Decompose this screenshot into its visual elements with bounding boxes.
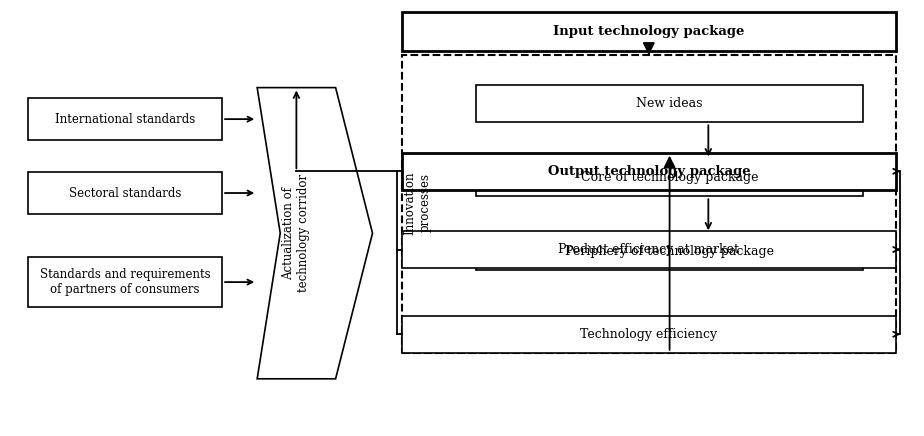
Bar <box>476 85 863 123</box>
Polygon shape <box>257 88 372 379</box>
Text: Technology efficiency: Technology efficiency <box>580 328 717 341</box>
Bar <box>402 55 895 353</box>
Bar <box>402 153 895 190</box>
Text: International standards: International standards <box>55 112 195 126</box>
Bar <box>29 99 222 140</box>
Text: Core of technology package: Core of technology package <box>581 171 759 184</box>
Text: Product efficiency at market: Product efficiency at market <box>558 243 739 256</box>
Text: Periphery of technology package: Periphery of technology package <box>565 245 774 258</box>
Bar <box>476 233 863 270</box>
Text: Output technology package: Output technology package <box>548 165 750 178</box>
Bar <box>29 172 222 214</box>
Text: Innovation
processes: Innovation processes <box>404 171 432 235</box>
Bar <box>402 231 895 268</box>
Bar <box>402 316 895 353</box>
Bar <box>476 159 863 196</box>
Text: Input technology package: Input technology package <box>553 24 745 37</box>
Bar <box>402 12 895 51</box>
Bar <box>29 257 222 307</box>
Text: Sectoral standards: Sectoral standards <box>69 187 181 200</box>
Text: New ideas: New ideas <box>637 97 703 110</box>
Text: Actualization of
technology corridor: Actualization of technology corridor <box>283 174 310 292</box>
Text: Standards and requirements
of partners of consumers: Standards and requirements of partners o… <box>40 268 211 296</box>
